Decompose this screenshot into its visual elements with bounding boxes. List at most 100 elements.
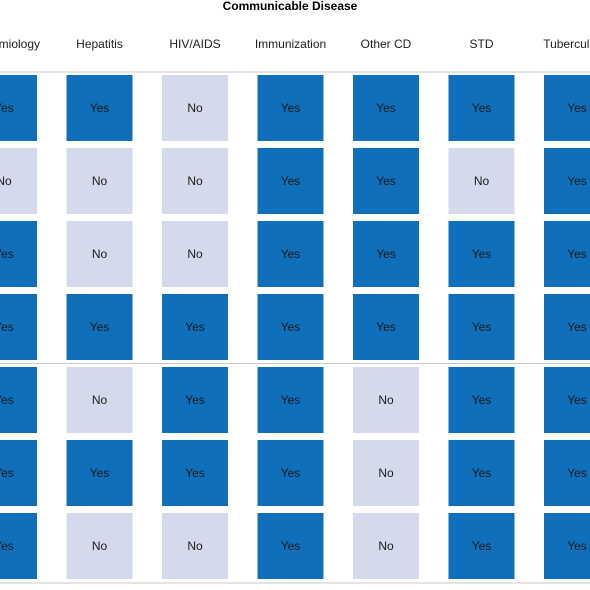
table-cell xyxy=(162,148,228,214)
cell-label: No xyxy=(474,174,490,188)
table-cell xyxy=(66,294,133,360)
table-cell xyxy=(257,75,324,141)
table-cell xyxy=(66,367,133,433)
table-cell xyxy=(0,148,37,214)
table-cell xyxy=(66,75,133,141)
cell-label: Yes xyxy=(90,320,110,334)
column-header: Hepatitis xyxy=(76,37,123,51)
table-cell xyxy=(544,367,590,433)
table-cell xyxy=(448,294,515,360)
table-cell xyxy=(448,367,515,433)
cell-label: No xyxy=(92,174,108,188)
table-cell xyxy=(353,440,419,506)
table-cell xyxy=(257,440,324,506)
table-cell xyxy=(162,440,228,506)
chart-title: Communicable Disease xyxy=(223,0,358,13)
cell-label: No xyxy=(92,247,108,261)
cell-label: No xyxy=(378,466,394,480)
column-header: Epidemiology xyxy=(0,37,40,51)
column-header: HIV/AIDS xyxy=(169,37,220,51)
table-cell xyxy=(448,513,515,579)
table-cell xyxy=(257,148,324,214)
cell-label: Yes xyxy=(0,466,14,480)
cell-label: Yes xyxy=(185,466,205,480)
cell-label: Yes xyxy=(281,247,301,261)
column-header: STD xyxy=(470,37,494,51)
cell-label: Yes xyxy=(376,320,396,334)
cell-label: Yes xyxy=(567,393,587,407)
cell-label: Yes xyxy=(185,393,205,407)
cell-label: Yes xyxy=(0,320,14,334)
table-cell xyxy=(257,294,324,360)
cell-label: Yes xyxy=(567,174,587,188)
table-cell xyxy=(257,221,324,287)
table-cell xyxy=(257,367,324,433)
table-cell xyxy=(353,513,419,579)
table-cell xyxy=(353,148,419,214)
cell-label: Yes xyxy=(472,101,492,115)
table-cell xyxy=(353,75,419,141)
cell-label: No xyxy=(187,101,203,115)
table-cell xyxy=(353,294,419,360)
cell-label: Yes xyxy=(567,320,587,334)
cells: Yes Yes No Yes Yes Yes Yes No No No Yes Yes No Yes Yes… xyxy=(0,75,590,579)
column-header: Other CD xyxy=(361,37,412,51)
cell-label: Yes xyxy=(567,539,587,553)
table-cell xyxy=(544,75,590,141)
table-cell xyxy=(544,221,590,287)
table-cell xyxy=(353,367,419,433)
table-cell xyxy=(162,221,228,287)
column-labels: Epidemiology Hepatitis HIV/AIDS Immunizatio… xyxy=(0,37,590,51)
cell-label: Yes xyxy=(281,393,301,407)
cell-label: Yes xyxy=(0,101,14,115)
table-cell xyxy=(257,513,324,579)
table-cell xyxy=(448,221,515,287)
cell-label: No xyxy=(187,539,203,553)
cell-label: No xyxy=(378,393,394,407)
cell-label: Yes xyxy=(281,101,301,115)
table-cell xyxy=(0,75,37,141)
cell-label: Yes xyxy=(0,393,14,407)
cell-label: No xyxy=(187,247,203,261)
separators xyxy=(0,71,590,584)
cell-label: Yes xyxy=(281,174,301,188)
table-cell xyxy=(0,294,37,360)
cell-label: Yes xyxy=(376,247,396,261)
cell-label: Yes xyxy=(281,320,301,334)
table-cell xyxy=(353,221,419,287)
cell-label: Yes xyxy=(281,539,301,553)
cell-label: Yes xyxy=(281,466,301,480)
cell-label: Yes xyxy=(376,101,396,115)
cell-label: Yes xyxy=(90,101,110,115)
cell-label: Yes xyxy=(472,466,492,480)
cell-label: Yes xyxy=(90,466,110,480)
table-cell xyxy=(544,148,590,214)
cell-label: Yes xyxy=(567,466,587,480)
table-cell xyxy=(66,221,133,287)
cell-label: Yes xyxy=(472,247,492,261)
table-cell xyxy=(0,367,37,433)
cell-label: Yes xyxy=(185,320,205,334)
table-cell xyxy=(544,294,590,360)
table-cell xyxy=(448,440,515,506)
column-header: Immunization xyxy=(255,37,326,51)
column-header: Tuberculosis xyxy=(543,37,590,51)
table-cell xyxy=(544,440,590,506)
cell-label: No xyxy=(92,539,108,553)
cell-label: Yes xyxy=(0,539,14,553)
table-cell xyxy=(162,75,228,141)
cell-label: Yes xyxy=(567,101,587,115)
table-cell xyxy=(0,221,37,287)
table-cell xyxy=(544,513,590,579)
table-cell xyxy=(66,513,133,579)
cell-label: No xyxy=(0,174,12,188)
cell-label: No xyxy=(92,393,108,407)
cell-label: No xyxy=(187,174,203,188)
cell-label: Yes xyxy=(472,539,492,553)
table-cell xyxy=(0,440,37,506)
cell-label: Yes xyxy=(0,247,14,261)
table-cell xyxy=(66,440,133,506)
cell-label: Yes xyxy=(472,320,492,334)
cell-label: No xyxy=(378,539,394,553)
